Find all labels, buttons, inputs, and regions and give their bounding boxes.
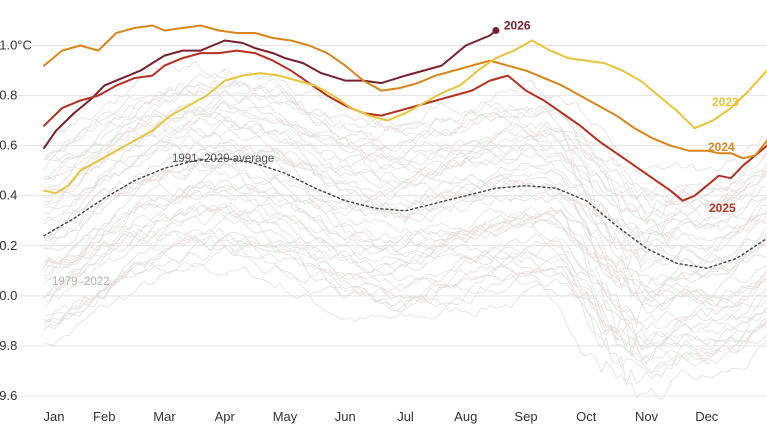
history-year-line — [43, 179, 767, 309]
history-year-line — [43, 102, 767, 215]
history-year-line — [43, 168, 767, 298]
history-year-line — [43, 234, 767, 367]
y-tick-label: 20.4 — [0, 188, 17, 203]
history-year-line — [43, 100, 767, 228]
series-layer — [43, 24, 767, 269]
series-label-2023: 2023 — [712, 95, 739, 109]
x-tick-label: Apr — [215, 409, 236, 424]
history-year-line — [43, 80, 767, 225]
history-year-line — [43, 144, 767, 280]
history-year-line — [43, 89, 767, 211]
history-year-line — [43, 78, 767, 196]
history-year-line — [43, 216, 767, 356]
series-line-2026 — [43, 29, 497, 150]
history-year-line — [43, 60, 767, 176]
history-year-line — [43, 112, 767, 263]
series-line-2025 — [43, 49, 767, 202]
y-tick-label: 21.0°C — [0, 38, 32, 53]
x-tick-label: Jan — [44, 409, 65, 424]
history-year-line — [43, 153, 767, 297]
x-tick-label: Jul — [397, 409, 414, 424]
x-tick-label: Feb — [93, 409, 115, 424]
y-tick-label: 20.6 — [0, 138, 17, 153]
history-year-line — [43, 99, 767, 217]
axis-layer: 19.6 19.8 20.0 20.2 20.4 20.6 20.8 21.0°C Jan Feb… — [0, 38, 719, 424]
x-tick-label: Jun — [335, 409, 356, 424]
history-year-line — [43, 245, 767, 373]
average-annotation: 1991–2020 average — [172, 153, 274, 165]
x-tick-label: Dec — [695, 409, 719, 424]
series-label-2024: 2024 — [708, 140, 735, 154]
x-tick-label: Mar — [153, 409, 176, 424]
x-tick-label: Oct — [576, 409, 597, 424]
history-year-line — [43, 260, 767, 401]
x-tick-label: Aug — [454, 409, 477, 424]
average-line — [43, 157, 767, 269]
x-tick-label: May — [273, 409, 298, 424]
x-tick-label: Nov — [635, 409, 659, 424]
history-year-line — [43, 183, 767, 328]
series-line-2024 — [43, 24, 767, 160]
y-tick-label: 20.8 — [0, 88, 17, 103]
series-line-2023 — [43, 39, 767, 195]
history-year-line — [43, 234, 767, 361]
history-year-line — [43, 205, 767, 362]
history-year-line — [43, 72, 767, 220]
x-tick-label: Sep — [514, 409, 537, 424]
history-year-line — [43, 231, 767, 358]
series-label-2026: 2026 — [504, 19, 531, 33]
y-tick-label: 19.8 — [0, 338, 17, 353]
history-year-line — [43, 202, 767, 332]
history-year-line — [43, 201, 767, 314]
history-range-annotation: 1979–2022 — [52, 276, 110, 288]
history-year-line — [43, 134, 767, 260]
history-year-line — [43, 185, 767, 304]
history-year-line — [43, 125, 767, 253]
history-year-line — [43, 183, 767, 304]
y-tick-label: 20.0 — [0, 288, 17, 303]
history-series-layer — [43, 60, 767, 401]
y-tick-label: 20.2 — [0, 238, 17, 253]
history-year-line — [43, 156, 767, 289]
history-year-line — [43, 205, 767, 325]
history-year-line — [43, 132, 767, 273]
series-label-2025: 2025 — [709, 201, 736, 215]
history-year-line — [43, 236, 767, 375]
y-tick-label: 19.6 — [0, 388, 17, 403]
history-year-line — [43, 85, 767, 204]
history-year-line — [43, 118, 767, 250]
label-layer: 2026 2025 2024 2023 1991–2020 average 1979–20… — [52, 19, 739, 288]
series-endpoint-2026 — [492, 27, 500, 35]
